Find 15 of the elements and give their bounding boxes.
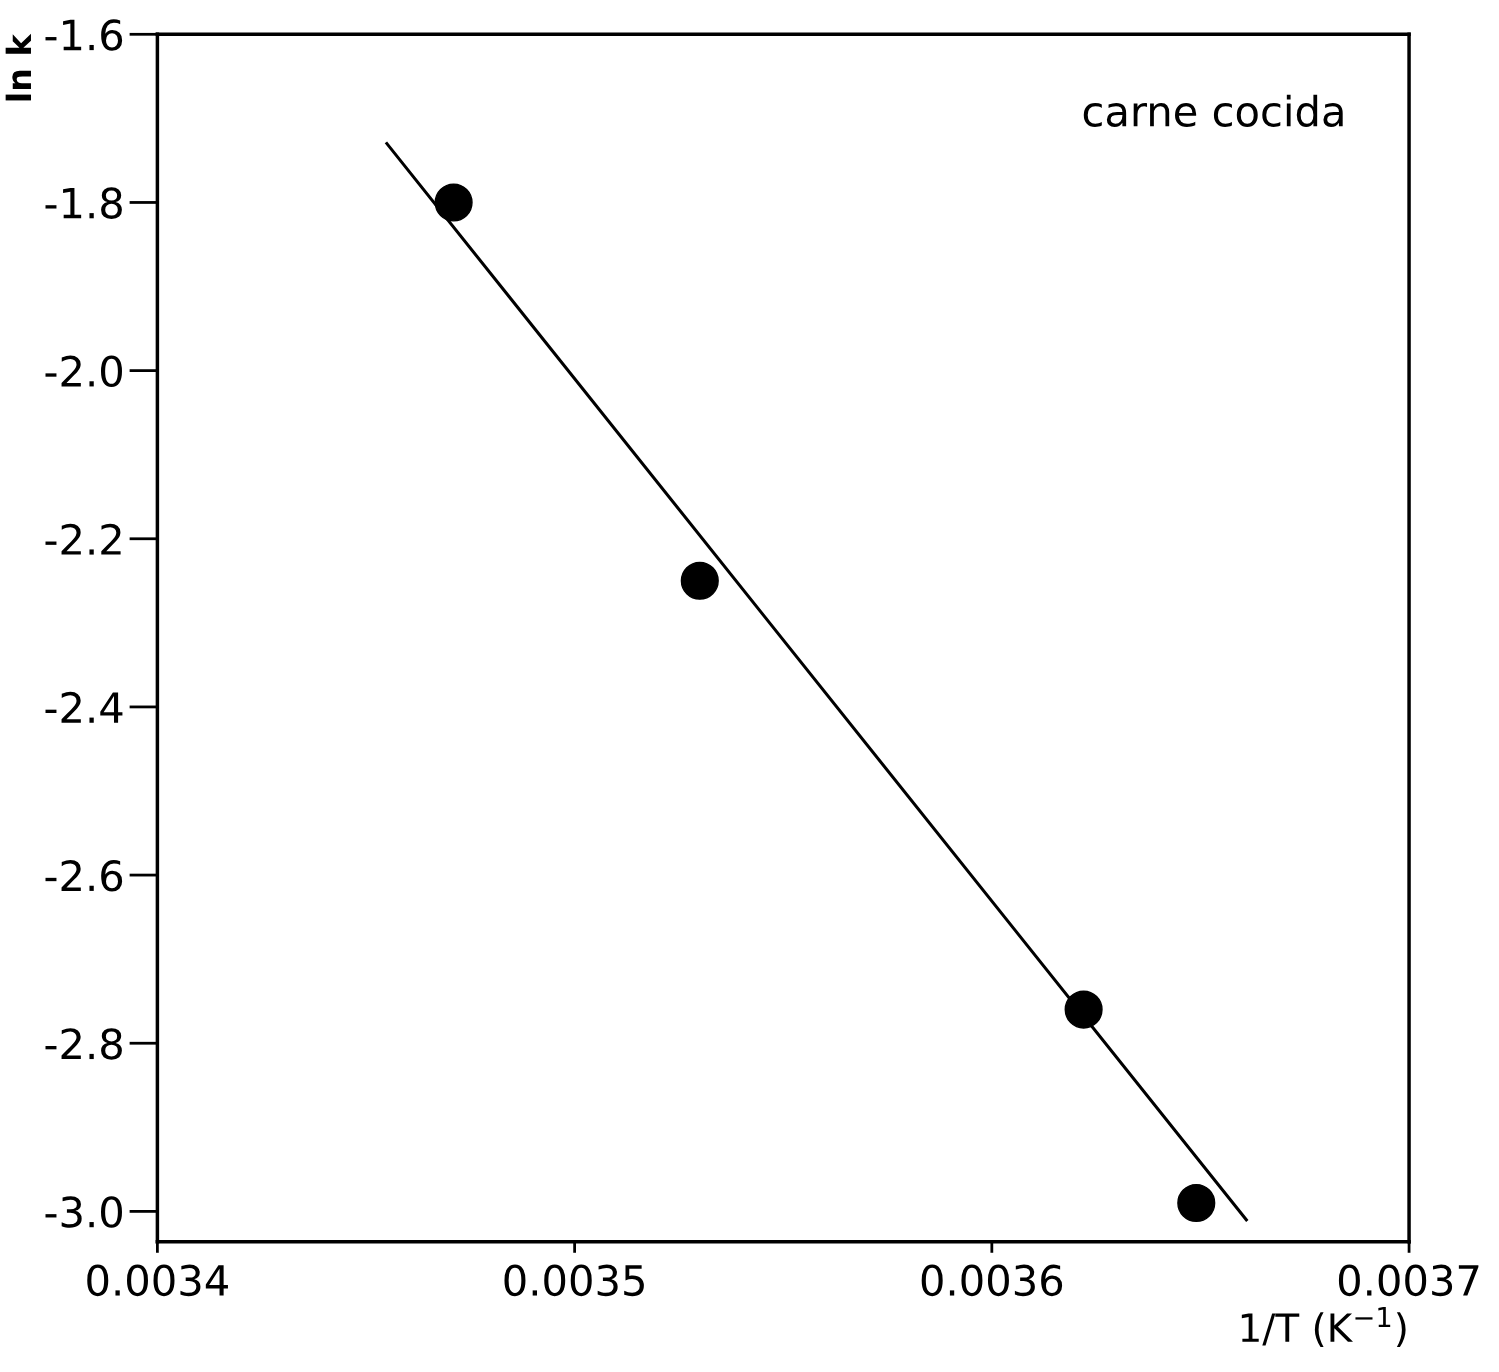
x-tick-label: 0.0035 xyxy=(504,1264,644,1297)
y-tick-label: -1.8 xyxy=(45,187,122,219)
annotation: carne cocida xyxy=(1083,94,1343,127)
x-tick-label: 0.0036 xyxy=(921,1264,1063,1297)
x-axis-title: 1/T (K$^{−1}$) xyxy=(1241,1307,1406,1347)
y-tick-label: -3.0 xyxy=(45,1196,122,1228)
y-tick-label: -1.6 xyxy=(45,19,123,51)
y-tick-label: -2.6 xyxy=(45,859,123,892)
x-tick-label: 0.0037 xyxy=(1338,1264,1479,1297)
y-tick-label: -2.4 xyxy=(45,691,123,723)
x-tick-label: 0.0034 xyxy=(87,1264,228,1297)
y-tick-label: -2.8 xyxy=(45,1028,122,1060)
y-axis-title: ln k xyxy=(5,33,31,101)
y-tick-label: -2.2 xyxy=(45,523,121,555)
y-tick-label: -2.0 xyxy=(45,355,122,388)
